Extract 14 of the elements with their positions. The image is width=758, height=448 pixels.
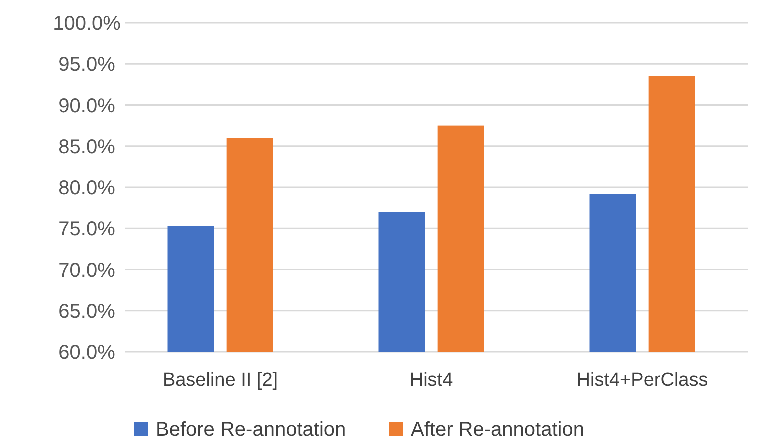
y-tick-label: 60.0% [58, 342, 116, 364]
legend-label: Before Re-annotation [156, 419, 346, 441]
y-tick-label: 70.0% [58, 260, 116, 282]
y-tick-label: 90.0% [58, 95, 116, 118]
x-tick-label: Baseline II [2] [162, 370, 278, 391]
y-tick-label: 100.0% [53, 13, 122, 35]
y-tick-label: 85.0% [58, 136, 116, 158]
legend-label: After Re-annotation [411, 419, 584, 441]
x-tick-label: Hist4 [410, 370, 454, 391]
y-tick-label: 95.0% [58, 54, 116, 76]
x-tick-label: Hist4+PerClass [576, 370, 708, 391]
y-tick-label: 75.0% [58, 218, 116, 241]
y-tick-label: 65.0% [58, 300, 116, 323]
y-tick-label: 80.0% [58, 178, 116, 200]
